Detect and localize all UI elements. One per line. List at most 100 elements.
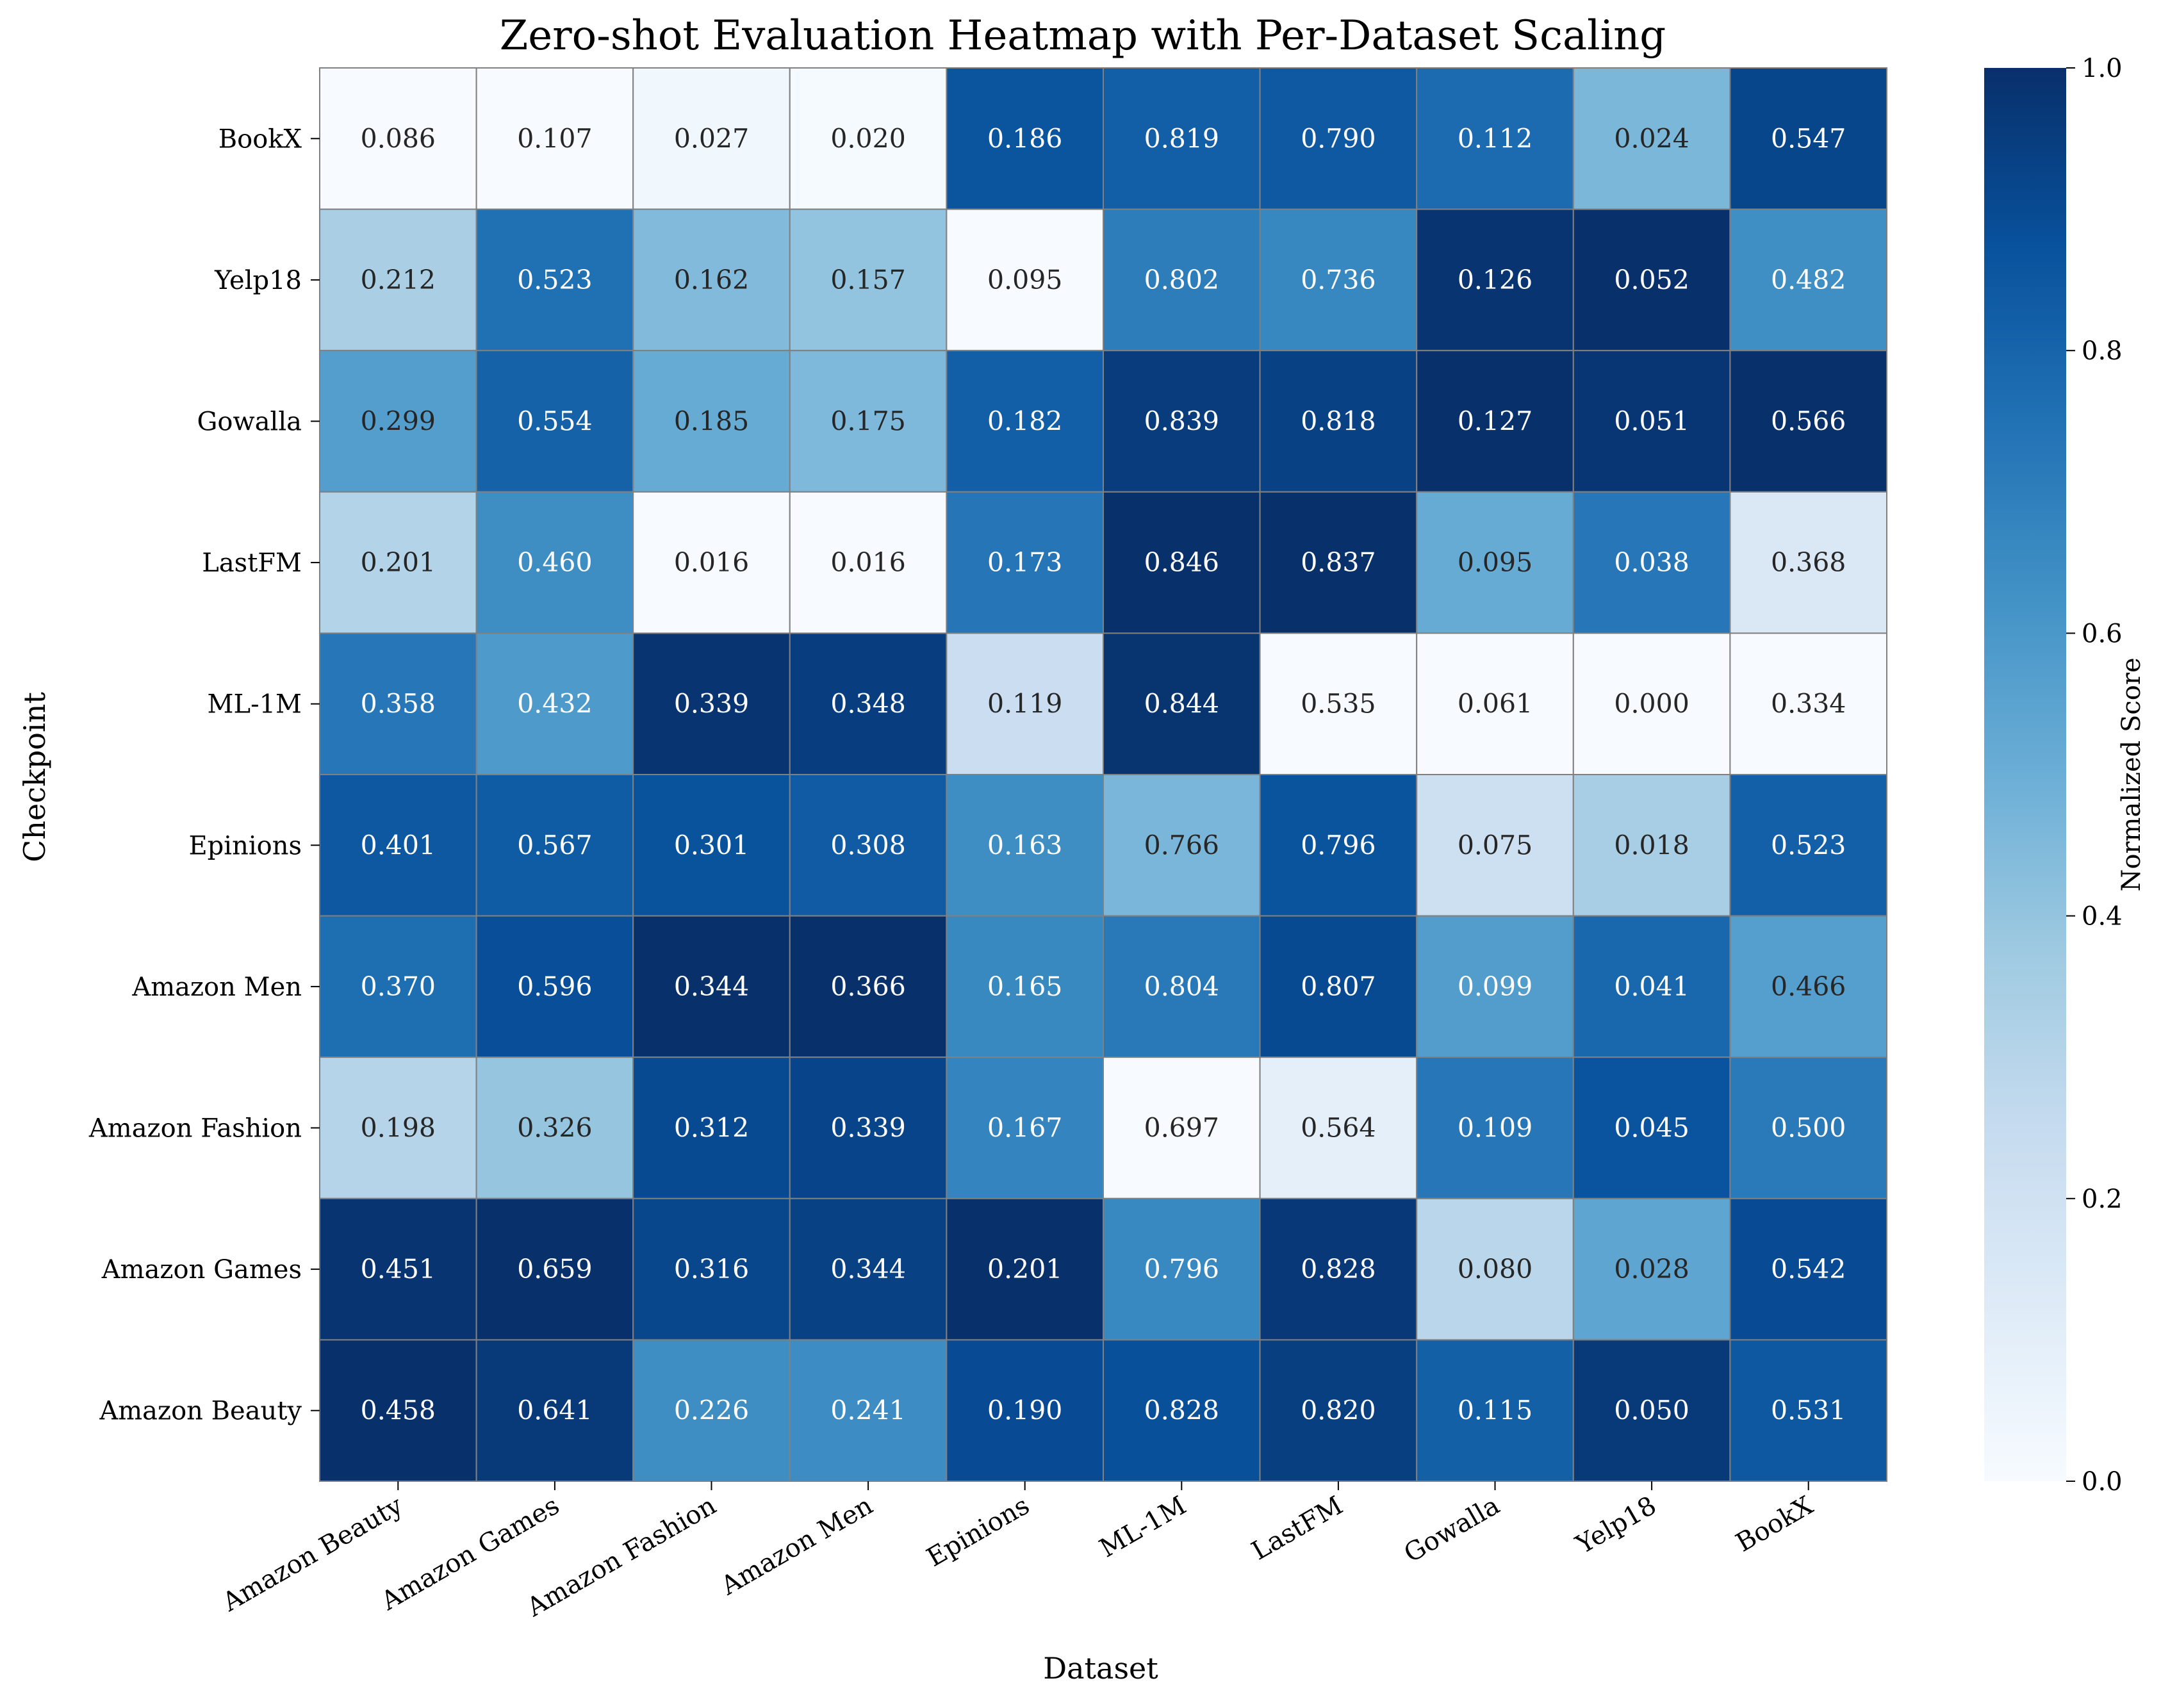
cell-value-label: 0.212	[361, 265, 436, 295]
cell-value-label: 0.190	[987, 1395, 1062, 1426]
heatmap-cell	[475, 350, 634, 493]
cell-value-label: 0.432	[517, 689, 592, 719]
y-tick-label: Gowalla	[197, 407, 302, 437]
heatmap-cell	[1103, 67, 1261, 210]
heatmap-cell	[789, 915, 948, 1058]
heatmap-cell	[789, 774, 948, 917]
heatmap-cell	[1259, 491, 1418, 634]
cell-value-label: 0.500	[1771, 1113, 1846, 1144]
cell-value-label: 0.061	[1458, 689, 1532, 719]
colorbar-tick-label: 1.0	[2082, 54, 2123, 83]
cell-value-label: 0.162	[674, 265, 749, 295]
heatmap-cell	[1572, 1056, 1731, 1199]
cell-value-label: 0.567	[517, 830, 592, 860]
heatmap-cell	[319, 1056, 477, 1199]
cell-value-label: 0.051	[1614, 406, 1689, 437]
x-tick-label: LastFM	[1247, 1491, 1348, 1566]
cell-value-label: 0.370	[361, 971, 436, 1002]
cell-value-label: 0.451	[361, 1254, 436, 1285]
cell-value-label: 0.344	[674, 971, 749, 1002]
heatmap-cell	[1103, 915, 1261, 1058]
heatmap-cell	[1416, 1339, 1574, 1482]
heatmap-cell	[319, 774, 477, 917]
cell-value-label: 0.080	[1458, 1254, 1532, 1285]
colorbar-ticks: 0.0 0.2 0.4 0.6 0.8 1.0	[2066, 54, 2123, 1497]
heatmap-cell	[475, 208, 634, 352]
cell-value-label: 0.366	[830, 971, 905, 1002]
cell-value-label: 0.163	[987, 830, 1062, 860]
cell-value-label: 0.020	[830, 123, 905, 154]
heatmap-cell	[1729, 208, 1887, 352]
y-tick-label: Amazon Beauty	[99, 1397, 302, 1426]
heatmap-cell	[1416, 350, 1574, 493]
y-tick-label: Yelp18	[214, 266, 302, 295]
heatmap-cell	[789, 1339, 948, 1482]
y-tick-label: ML-1M	[208, 690, 302, 719]
y-tick-label: Epinions	[188, 831, 302, 860]
heatmap-cell	[632, 350, 791, 493]
cell-value-label: 0.339	[830, 1113, 905, 1144]
y-tick-label: Amazon Games	[101, 1255, 302, 1285]
heatmap-cell	[946, 350, 1105, 493]
cell-value-label: 0.796	[1144, 1254, 1219, 1285]
heatmap-cell	[475, 67, 634, 210]
heatmap-cell	[1729, 491, 1887, 634]
heatmap-cell	[632, 632, 791, 776]
cell-value-label: 0.027	[674, 123, 749, 154]
heatmap-cell	[946, 1056, 1105, 1199]
cell-value-label: 0.109	[1458, 1113, 1532, 1144]
heatmap-cell	[1729, 1056, 1887, 1199]
cell-value-label: 0.024	[1614, 123, 1689, 154]
heatmap-cell	[1259, 1339, 1418, 1482]
cell-value-label: 0.358	[361, 689, 436, 719]
cell-value-label: 0.075	[1458, 830, 1532, 860]
cell-value-label: 0.241	[830, 1395, 905, 1426]
heatmap-cell	[946, 491, 1105, 634]
cell-value-label: 0.368	[1771, 547, 1846, 578]
heatmap-cell	[1259, 1197, 1418, 1341]
cell-value-label: 0.566	[1771, 406, 1846, 437]
heatmap-cell	[475, 1197, 634, 1341]
heatmap-cell	[789, 1056, 948, 1199]
heatmap-cell	[1259, 350, 1418, 493]
cell-value-label: 0.819	[1144, 123, 1219, 154]
heatmap-cell	[1572, 915, 1731, 1058]
cell-value-label: 0.348	[830, 689, 905, 719]
heatmap-cell	[319, 1339, 477, 1482]
heatmap-cell	[1572, 1197, 1731, 1341]
cell-value-label: 0.334	[1771, 689, 1846, 719]
cell-value-label: 0.828	[1144, 1395, 1219, 1426]
heatmap-cell	[789, 1197, 948, 1341]
heatmap-cell	[946, 1197, 1105, 1341]
cell-value-label: 0.531	[1771, 1395, 1846, 1426]
cell-value-label: 0.482	[1771, 265, 1846, 295]
cell-value-label: 0.820	[1301, 1395, 1376, 1426]
chart-title: Zero-shot Evaluation Heatmap with Per-Da…	[500, 12, 1666, 60]
heatmap-cell	[1103, 632, 1261, 776]
heatmap-cell	[1103, 1056, 1261, 1199]
cell-value-label: 0.112	[1458, 123, 1532, 154]
heatmap-cell	[1259, 1056, 1418, 1199]
cell-value-label: 0.038	[1614, 547, 1689, 578]
cell-value-label: 0.697	[1144, 1113, 1219, 1144]
colorbar-tick-label: 0.6	[2082, 619, 2123, 648]
cell-value-label: 0.018	[1614, 830, 1689, 860]
heatmap-cell	[475, 632, 634, 776]
cell-value-label: 0.175	[830, 406, 905, 437]
heatmap-cell	[319, 67, 477, 210]
y-tick-label: Amazon Fashion	[88, 1114, 302, 1144]
heatmap-cell	[319, 491, 477, 634]
cell-value-label: 0.818	[1301, 406, 1376, 437]
cell-value-label: 0.523	[517, 265, 592, 295]
colorbar-tick-label: 0.0	[2082, 1467, 2123, 1497]
heatmap-cell	[789, 67, 948, 210]
heatmap-cell	[319, 1197, 477, 1341]
heatmap-cell	[632, 208, 791, 352]
cell-value-label: 0.201	[361, 547, 436, 578]
x-tick-label: ML-1M	[1095, 1491, 1192, 1564]
heatmap-cell	[632, 774, 791, 917]
heatmap-cell	[1103, 208, 1261, 352]
cell-value-label: 0.226	[674, 1395, 749, 1426]
heatmap-cell	[1416, 491, 1574, 634]
heatmap-cell	[1729, 67, 1887, 210]
